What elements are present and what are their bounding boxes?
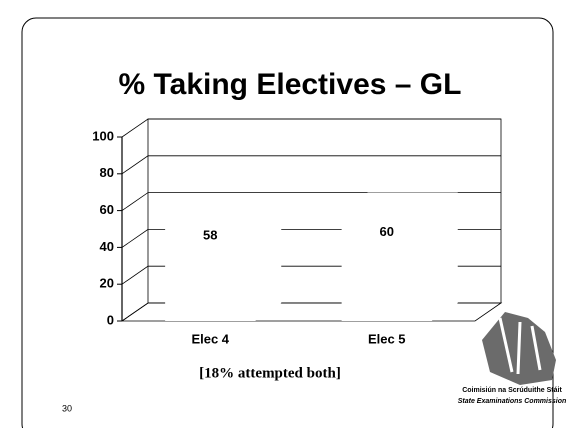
value-label: 58	[203, 228, 217, 243]
grid-line	[121, 118, 501, 138]
bar	[341, 210, 432, 321]
org-name-en: State Examinations Commission	[458, 398, 567, 405]
slide-frame	[21, 17, 554, 428]
logo	[482, 312, 556, 385]
y-tick-label: 0	[107, 312, 114, 327]
page-number: 30	[62, 403, 72, 413]
x-tick-label: Elec 4	[191, 331, 229, 346]
annotation: [18% attempted both]	[199, 365, 341, 381]
x-tick-label: Elec 5	[368, 331, 406, 346]
chart-title: % Taking Electives – GL	[119, 68, 462, 101]
bar	[165, 214, 256, 321]
y-tick-label: 20	[100, 276, 114, 291]
y-tick-label: 80	[100, 165, 114, 180]
y-tick-label: 60	[100, 202, 114, 217]
y-tick-label: 100	[92, 128, 114, 143]
org-name: Coimisiún na Scrúduithe Stáit	[462, 387, 562, 394]
grid-line	[121, 155, 501, 175]
value-label: 60	[380, 224, 394, 239]
y-tick-label: 40	[100, 239, 114, 254]
